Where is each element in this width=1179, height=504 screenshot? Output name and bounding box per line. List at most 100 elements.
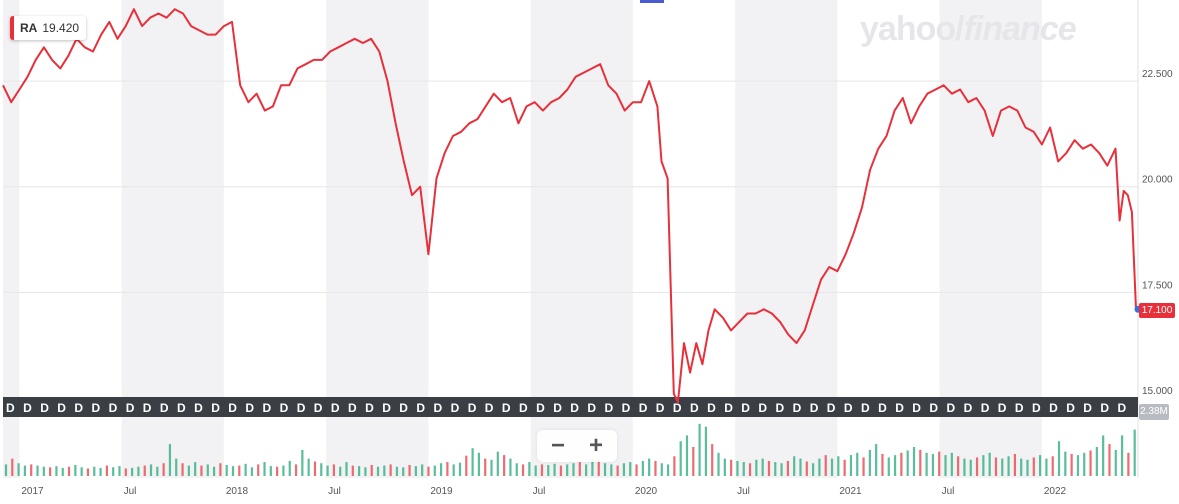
zoom-in-button[interactable]: + xyxy=(588,432,603,459)
dividend-marker: D xyxy=(570,401,579,415)
volume-bar xyxy=(767,460,771,476)
dividend-marker: D xyxy=(74,401,83,415)
volume-bar xyxy=(1039,455,1042,476)
volume-bar xyxy=(742,462,745,476)
volume-bar xyxy=(610,464,613,476)
volume-bar xyxy=(509,458,512,476)
volume-bar xyxy=(36,465,39,476)
volume-bar xyxy=(736,460,739,476)
volume-bar xyxy=(572,463,575,476)
volume-bar xyxy=(55,466,58,476)
dividend-marker: D xyxy=(451,401,460,415)
volume-bar xyxy=(540,464,544,476)
volume-bar xyxy=(156,466,159,476)
volume-bar xyxy=(818,458,821,476)
dividend-marker: D xyxy=(331,401,340,415)
volume-bar xyxy=(534,465,537,476)
volume-bar xyxy=(553,463,556,476)
volume-bar xyxy=(395,466,399,476)
volume-bar xyxy=(969,459,972,476)
volume-bar xyxy=(666,464,670,476)
volume-bar xyxy=(774,462,777,476)
volume-bar xyxy=(723,458,726,476)
volume-bar xyxy=(982,455,985,476)
volume-bar xyxy=(74,464,77,476)
dividend-marker: D xyxy=(947,401,956,415)
volume-bar xyxy=(622,463,626,476)
y-tick-label: 22.500 xyxy=(1142,69,1173,80)
volume-bar xyxy=(862,457,865,476)
volume-bar xyxy=(452,464,455,476)
volume-bar xyxy=(345,462,348,476)
last-price-label: 17.100 xyxy=(1139,303,1175,318)
volume-bar xyxy=(80,467,83,476)
volume-bar xyxy=(307,458,310,476)
x-tick-label: 2018 xyxy=(226,486,249,497)
dividend-marker: D xyxy=(382,401,391,415)
volume-bar xyxy=(484,458,487,476)
volume-bar xyxy=(950,452,953,476)
volume-bar xyxy=(503,455,506,476)
volume-bar xyxy=(704,426,708,476)
volume-bar xyxy=(250,467,254,476)
volume-bar xyxy=(23,465,27,476)
dividend-marker: D xyxy=(40,401,49,415)
dividend-marker: D xyxy=(605,401,614,415)
dividend-marker: D xyxy=(673,401,682,415)
volume-bar xyxy=(685,435,689,476)
volume-bar xyxy=(231,466,235,476)
volume-bar xyxy=(900,452,903,476)
volume-bar xyxy=(975,457,979,476)
volume-bar xyxy=(780,463,783,476)
dividend-marker: D xyxy=(964,401,973,415)
volume-bar xyxy=(679,441,682,476)
dividend-marker: D xyxy=(536,401,545,415)
volume-bar xyxy=(477,452,481,476)
dividend-marker: D xyxy=(416,401,425,415)
range-indicator[interactable] xyxy=(640,0,664,3)
dividend-marker: D xyxy=(6,401,15,415)
volume-bar xyxy=(881,453,884,476)
zoom-out-button[interactable]: − xyxy=(550,432,565,459)
volume-bar xyxy=(326,465,329,476)
volume-bar xyxy=(257,464,260,476)
volume-bar xyxy=(49,467,52,476)
volume-bar xyxy=(358,466,361,476)
volume-bar xyxy=(1045,458,1048,476)
volume-bar xyxy=(446,462,449,476)
volume-bar xyxy=(805,461,808,476)
volume-bar xyxy=(408,464,411,476)
volume-bar xyxy=(912,447,916,476)
dividend-marker: D xyxy=(109,401,118,415)
volume-bar xyxy=(566,464,569,476)
volume-bar xyxy=(288,460,291,476)
volume-bar xyxy=(799,458,802,476)
volume-bar xyxy=(1089,450,1092,476)
period-band xyxy=(3,0,20,478)
dividend-marker: D xyxy=(1049,401,1058,415)
dividend-marker: D xyxy=(160,401,169,415)
volume-bar xyxy=(1102,435,1105,476)
volume-bar xyxy=(313,461,317,476)
dividend-marker: D xyxy=(365,401,374,415)
volume-bar xyxy=(957,456,960,476)
volume-bar xyxy=(648,458,651,476)
volume-bar xyxy=(849,455,853,476)
volume-bar xyxy=(1076,455,1080,476)
volume-bar xyxy=(67,466,71,476)
volume-bar xyxy=(162,463,165,476)
volume-bar xyxy=(439,463,443,476)
volume-bar xyxy=(1051,456,1054,476)
volume-bar xyxy=(1070,453,1073,476)
volume-bar xyxy=(1083,452,1086,476)
volume-bar xyxy=(654,460,657,476)
dividend-marker: D xyxy=(929,401,938,415)
volume-bar xyxy=(294,464,298,476)
dividend-marker: D xyxy=(297,401,306,415)
volume-bar xyxy=(931,453,935,476)
dividend-marker: D xyxy=(724,401,733,415)
logo-product: finance xyxy=(963,10,1077,48)
volume-bar xyxy=(490,459,493,476)
volume-bar xyxy=(4,464,8,476)
